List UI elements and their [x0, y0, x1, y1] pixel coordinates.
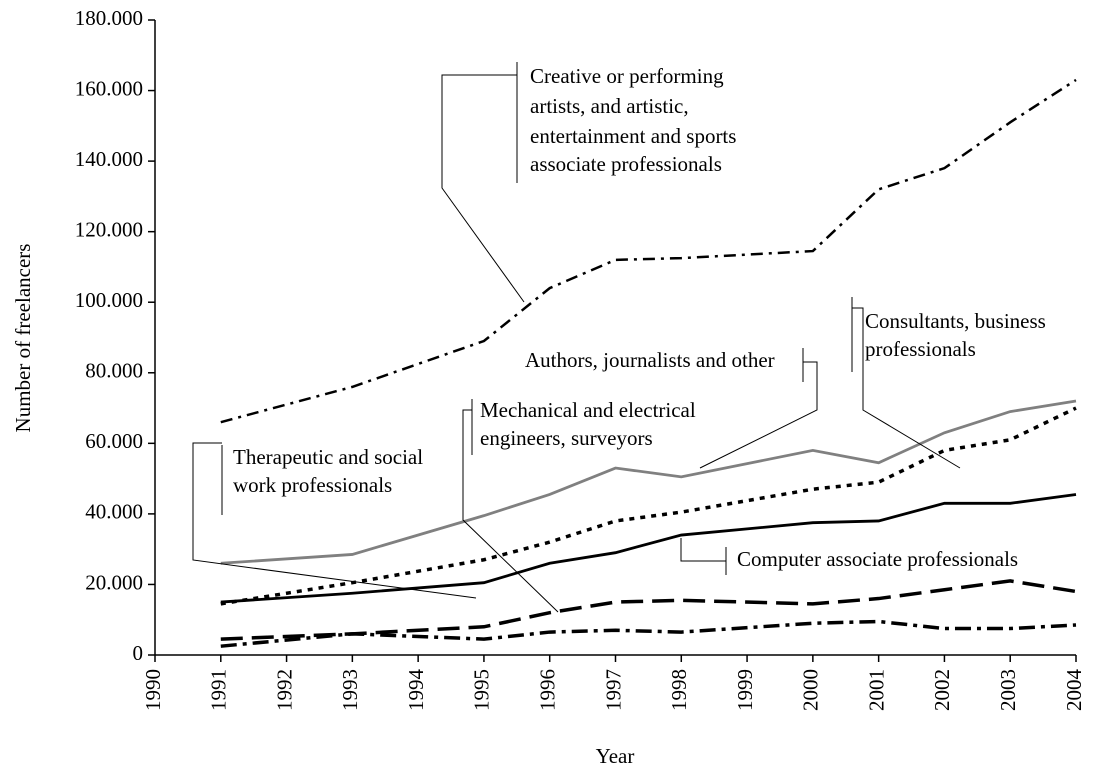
x-tick-label: 1992 [272, 669, 296, 711]
y-tick-label: 20.000 [85, 570, 143, 594]
series-label: Mechanical and electrical [480, 398, 696, 422]
x-tick-label: 2004 [1062, 669, 1086, 712]
x-tick-label: 2002 [930, 669, 954, 711]
series-line [220, 619, 1077, 648]
callout-line [851, 297, 961, 469]
series-line [220, 493, 1077, 604]
series-label: artists, and artistic, [530, 94, 689, 118]
callout-line [462, 399, 559, 613]
y-tick-label: 60.000 [85, 429, 143, 453]
callout-line [680, 538, 727, 575]
series-label: Authors, journalists and other [525, 348, 775, 372]
callout-line [699, 348, 818, 469]
y-tick-label: 0 [133, 641, 144, 665]
series-label: work professionals [233, 473, 392, 497]
x-axis-label: Year [596, 744, 635, 768]
y-tick-label: 80.000 [85, 359, 143, 383]
callout-line [192, 442, 477, 599]
x-tick-label: 1990 [141, 669, 165, 711]
y-tick-label: 140.000 [75, 147, 143, 171]
x-tick-label: 1997 [601, 669, 625, 711]
y-tick-label: 160.000 [75, 76, 143, 100]
series-line [220, 579, 1077, 641]
series-label: Creative or performing [530, 64, 724, 88]
x-tick-label: 1998 [667, 669, 691, 711]
x-tick-label: 2000 [799, 669, 823, 711]
x-tick-label: 2001 [864, 669, 888, 711]
x-tick-label: 1999 [733, 669, 757, 711]
x-tick-label: 2003 [996, 669, 1020, 711]
series-label: Computer associate professionals [737, 547, 1018, 571]
y-tick-label: 120.000 [75, 217, 143, 241]
x-tick-label: 1991 [207, 669, 231, 711]
series-label: entertainment and sports [530, 124, 736, 148]
series-line [220, 78, 1077, 424]
series-label: Consultants, business [865, 309, 1046, 333]
series-label: associate professionals [530, 152, 722, 176]
series-label: professionals [865, 337, 976, 361]
y-tick-label: 180.000 [75, 6, 143, 30]
series-label: engineers, surveyors [480, 426, 653, 450]
x-tick-label: 1996 [536, 669, 560, 711]
callout-line [441, 62, 525, 303]
series-label: Therapeutic and social [233, 445, 423, 469]
x-tick-label: 1993 [338, 669, 362, 711]
x-tick-label: 1994 [404, 669, 428, 712]
y-tick-label: 100.000 [75, 288, 143, 312]
series-line [220, 399, 1077, 565]
y-tick-label: 40.000 [85, 500, 143, 524]
x-tick-label: 1995 [470, 669, 494, 711]
series-line [220, 406, 1077, 606]
y-axis-label: Number of freelancers [11, 244, 35, 433]
